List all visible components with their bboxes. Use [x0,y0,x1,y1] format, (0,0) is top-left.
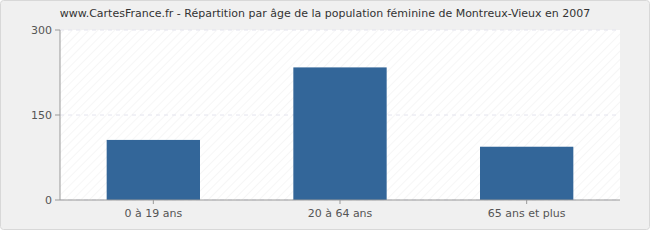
grid-line [60,30,620,31]
x-tick-mark [526,200,527,204]
bar [480,147,573,200]
grid-line [60,200,620,201]
category-label: 65 ans et plus [488,207,566,220]
x-axis [60,200,620,201]
tick-mark [55,115,60,116]
tick-label: 150 [31,109,52,122]
x-tick-mark [340,200,341,204]
tick-mark [55,200,60,201]
plot-area [60,30,620,200]
x-tick-mark [153,200,154,204]
y-axis [60,30,61,200]
tick-label: 0 [45,194,52,207]
bar [293,67,386,200]
title: www.CartesFrance.fr - Répartition par âg… [60,7,591,20]
bars [107,67,574,200]
bar [107,140,200,200]
tick-label: 300 [31,24,52,37]
category-label: 0 à 19 ans [124,207,182,220]
background [1,1,650,230]
chart: www.CartesFrance.fr - Répartition par âg… [0,0,650,230]
category-label: 20 à 64 ans [308,207,373,220]
tick-mark [55,30,60,31]
